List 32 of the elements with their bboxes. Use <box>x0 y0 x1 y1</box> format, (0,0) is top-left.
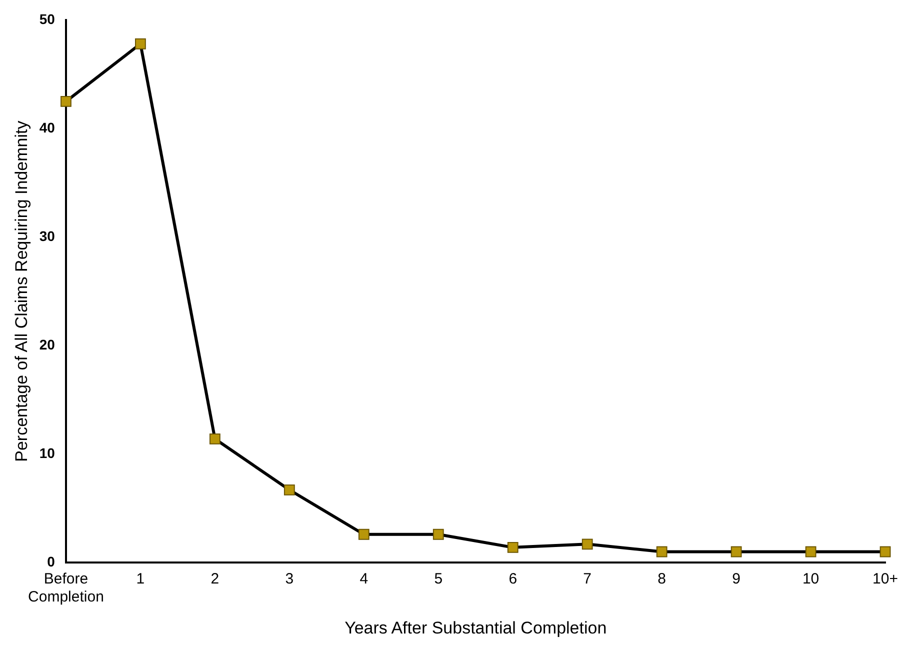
y-tick-label: 0 <box>47 553 56 570</box>
point <box>209 433 220 444</box>
x-tick-label: 6 <box>508 570 518 588</box>
x-tick-label: 8 <box>658 570 666 588</box>
x-tick-label: 7 <box>583 570 592 588</box>
x-tick-label: 4 <box>360 570 368 588</box>
y-tick-label: 40 <box>39 119 56 136</box>
y-tick-label: 10 <box>39 444 56 461</box>
x-tick-label: Before Completion <box>28 570 104 606</box>
point <box>60 96 72 107</box>
point <box>656 546 668 558</box>
x-tick-label: 9 <box>732 570 740 588</box>
x-tick-label: 2 <box>210 570 220 588</box>
point <box>358 528 370 540</box>
point <box>432 528 444 540</box>
point <box>805 546 816 558</box>
x-tick-label: 10+ <box>872 570 898 588</box>
point <box>507 542 518 553</box>
point <box>582 538 593 550</box>
x-tick-label: 1 <box>136 570 145 588</box>
point <box>135 38 146 50</box>
x-tick-label: 10 <box>802 570 820 588</box>
x-tick-label: 3 <box>285 570 294 588</box>
y-tick-label: 50 <box>39 10 56 27</box>
y-tick-label: 30 <box>39 228 56 244</box>
point <box>880 546 891 558</box>
x-tick-label: 5 <box>434 570 443 588</box>
x-axis-title: Years After Substantial Completion <box>344 618 607 638</box>
y-axis-title: Percentage of All Claims Requiring Indemnity <box>12 120 31 462</box>
point <box>284 484 295 496</box>
point <box>730 546 742 558</box>
y-tick-label: 20 <box>39 336 56 352</box>
